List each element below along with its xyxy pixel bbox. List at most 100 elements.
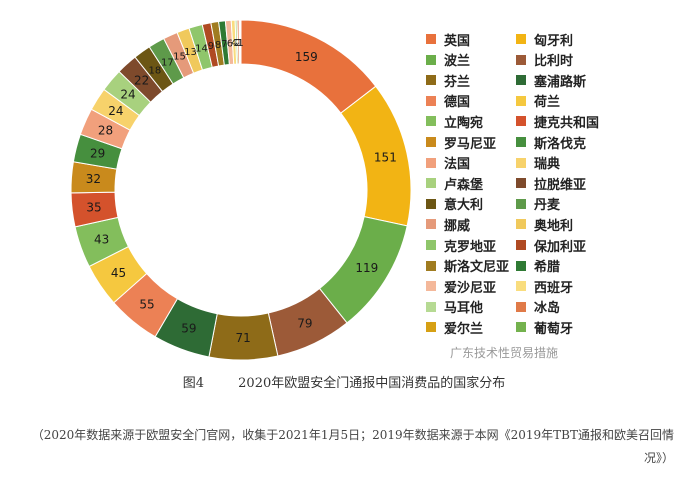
data-label-德国: 55 <box>139 297 154 311</box>
legend-swatch <box>426 54 436 65</box>
legend-item-冰岛: 冰岛 <box>516 297 560 317</box>
legend-label: 法国 <box>444 157 471 173</box>
data-label-拉脱维亚: 22 <box>134 73 149 87</box>
legend-swatch <box>426 116 436 127</box>
legend-swatch <box>426 75 436 86</box>
legend-label: 奥地利 <box>534 218 574 234</box>
legend-item-罗马尼亚: 罗马尼亚 <box>426 132 496 152</box>
legend-item-葡萄牙: 葡萄牙 <box>516 317 573 337</box>
legend-label: 捷克共和国 <box>534 115 600 131</box>
legend-label: 芬兰 <box>444 74 471 90</box>
legend-swatch <box>426 178 436 189</box>
data-label-罗马尼亚: 32 <box>86 172 101 186</box>
legend-swatch <box>516 198 526 209</box>
legend-item-丹麦: 丹麦 <box>516 194 560 214</box>
data-label-冰岛: 2 <box>235 38 241 49</box>
legend-item-塞浦路斯: 塞浦路斯 <box>516 70 586 90</box>
legend-label: 立陶宛 <box>444 115 484 131</box>
legend-item-英国: 英国 <box>426 29 470 49</box>
legend-label: 希腊 <box>534 260 561 276</box>
legend-label: 塞浦路斯 <box>534 74 587 90</box>
source-note: （2020年数据来源于欧盟安全门官网，收集于2021年1月5日；2019年数据来… <box>31 428 674 465</box>
legend-item-克罗地亚: 克罗地亚 <box>426 235 496 255</box>
legend-label: 拉脱维亚 <box>534 177 587 193</box>
data-label-塞浦路斯: 59 <box>181 322 196 336</box>
legend-label: 卢森堡 <box>444 177 484 193</box>
legend-swatch <box>426 322 436 333</box>
legend-item-希腊: 希腊 <box>516 256 560 276</box>
data-label-意大利: 18 <box>148 66 161 77</box>
legend-item-爱沙尼亚: 爱沙尼亚 <box>426 276 496 296</box>
data-label-挪威: 15 <box>173 51 186 62</box>
legend-swatch <box>426 157 436 168</box>
legend-swatch <box>516 178 526 189</box>
data-label-立陶宛: 43 <box>94 233 109 247</box>
legend-item-西班牙: 西班牙 <box>516 276 573 296</box>
legend-swatch <box>516 281 526 292</box>
data-label-斯洛文尼亚: 8 <box>215 40 221 51</box>
figure-title: 2020年欧盟安全门通报中国消费品的国家分布 <box>238 376 506 391</box>
figure-caption: 图4 2020年欧盟安全门通报中国消费品的国家分布 <box>0 372 688 391</box>
data-label-匈牙利: 151 <box>374 150 397 164</box>
legend-label: 荷兰 <box>534 95 561 111</box>
legend-label: 挪威 <box>444 218 471 234</box>
legend-swatch <box>426 95 436 106</box>
legend-label: 匈牙利 <box>534 33 574 49</box>
legend-label: 意大利 <box>444 198 484 214</box>
legend-item-法国: 法国 <box>426 153 470 173</box>
legend-swatch <box>516 137 526 147</box>
legend-swatch <box>426 301 436 312</box>
slice-英国 <box>240 19 377 114</box>
legend-item-爱尔兰: 爱尔兰 <box>426 317 483 337</box>
legend-item-比利时: 比利时 <box>516 50 573 70</box>
legend-label: 保加利亚 <box>534 239 587 255</box>
data-label-捷克共和国: 35 <box>86 200 101 214</box>
legend-item-立陶宛: 立陶宛 <box>426 111 483 131</box>
legend-swatch <box>426 137 436 147</box>
legend-label: 罗马尼亚 <box>444 136 497 152</box>
legend-swatch <box>516 116 526 127</box>
data-label-比利时: 79 <box>297 317 312 331</box>
legend-swatch <box>516 54 526 65</box>
data-label-英国: 159 <box>295 50 318 64</box>
data-label-波兰: 119 <box>355 261 378 275</box>
legend-label: 英国 <box>444 33 471 49</box>
data-label-希腊: 7 <box>221 39 227 50</box>
legend-swatch <box>516 157 526 168</box>
data-label-荷兰: 45 <box>111 266 126 280</box>
legend-item-马耳他: 马耳他 <box>426 297 483 317</box>
legend-label: 波兰 <box>444 54 471 70</box>
legend-label: 爱尔兰 <box>444 321 484 337</box>
legend-label: 丹麦 <box>534 198 561 214</box>
legend-item-瑞典: 瑞典 <box>516 153 560 173</box>
legend-swatch <box>426 260 436 271</box>
data-label-克罗地亚: 14 <box>195 43 208 54</box>
data-label-葡萄牙: 1 <box>237 38 243 49</box>
data-label-爱沙尼亚: 6 <box>227 38 233 49</box>
legend-swatch <box>426 34 436 44</box>
legend-swatch <box>516 75 526 86</box>
slice-葡萄牙 <box>239 19 242 65</box>
data-label-西班牙: 4 <box>231 38 237 49</box>
legend-swatch <box>516 34 526 44</box>
data-label-芬兰: 71 <box>235 331 250 345</box>
figure-number: 图4 <box>182 376 205 391</box>
legend-label: 冰岛 <box>534 301 561 317</box>
legend-label: 斯洛文尼亚 <box>444 260 510 276</box>
legend-item-斯洛伐克: 斯洛伐克 <box>516 132 586 152</box>
legend-swatch <box>426 281 436 292</box>
legend-swatch <box>426 198 436 209</box>
data-label-马耳他: 2 <box>234 38 240 49</box>
legend-item-斯洛文尼亚: 斯洛文尼亚 <box>426 256 509 276</box>
legend-label: 瑞典 <box>534 157 561 173</box>
legend-item-奥地利: 奥地利 <box>516 214 573 234</box>
legend-item-匈牙利: 匈牙利 <box>516 29 573 49</box>
data-label-卢森堡: 24 <box>120 87 135 101</box>
legend-swatch <box>426 219 436 230</box>
legend-swatch <box>426 240 436 250</box>
data-label-法国: 28 <box>98 123 113 137</box>
legend-label: 马耳他 <box>444 301 484 317</box>
legend-label: 比利时 <box>534 54 574 70</box>
legend-item-挪威: 挪威 <box>426 214 470 234</box>
legend-item-波兰: 波兰 <box>426 50 470 70</box>
